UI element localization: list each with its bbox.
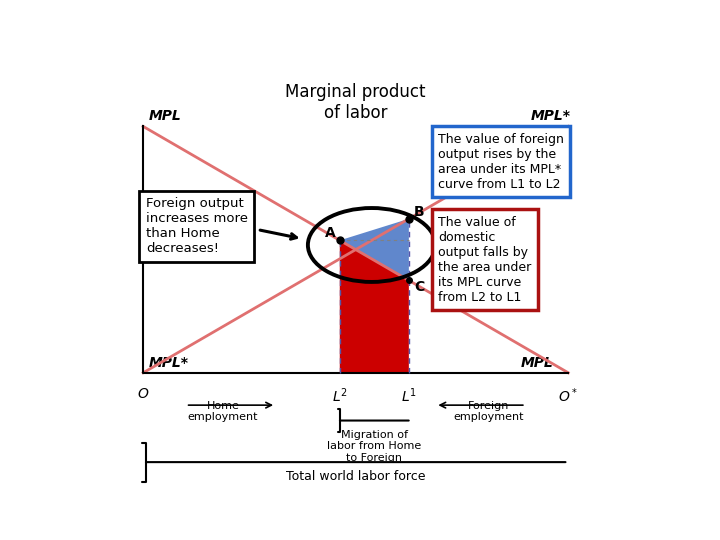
Text: MPL: MPL <box>148 109 181 123</box>
Text: B: B <box>414 205 425 219</box>
Text: MPL: MPL <box>521 356 553 370</box>
Polygon shape <box>340 219 409 280</box>
Text: $L^2$: $L^2$ <box>332 387 348 405</box>
Text: Marginal product
of labor: Marginal product of labor <box>285 83 426 122</box>
Text: $O^*$: $O^*$ <box>558 387 578 405</box>
Text: C: C <box>414 280 424 294</box>
Text: $L^1$: $L^1$ <box>401 387 417 405</box>
Text: Foreign
employment: Foreign employment <box>454 401 524 422</box>
Text: A: A <box>325 226 336 240</box>
Text: Migration of
labor from Home
to Foreign: Migration of labor from Home to Foreign <box>327 430 421 463</box>
Text: The value of foreign
output rises by the
area under its MPL*
curve from L1 to L2: The value of foreign output rises by the… <box>438 132 564 191</box>
Polygon shape <box>340 240 409 373</box>
Text: O: O <box>138 387 148 401</box>
Text: MPL*: MPL* <box>531 109 571 123</box>
Text: MPL*: MPL* <box>148 356 189 370</box>
Text: The value of
domestic
output falls by
the area under
its MPL curve
from L2 to L1: The value of domestic output falls by th… <box>438 215 531 303</box>
Text: Home
employment: Home employment <box>188 401 258 422</box>
Text: Foreign output
increases more
than Home
decreases!: Foreign output increases more than Home … <box>145 197 248 255</box>
Text: Total world labor force: Total world labor force <box>286 470 426 483</box>
